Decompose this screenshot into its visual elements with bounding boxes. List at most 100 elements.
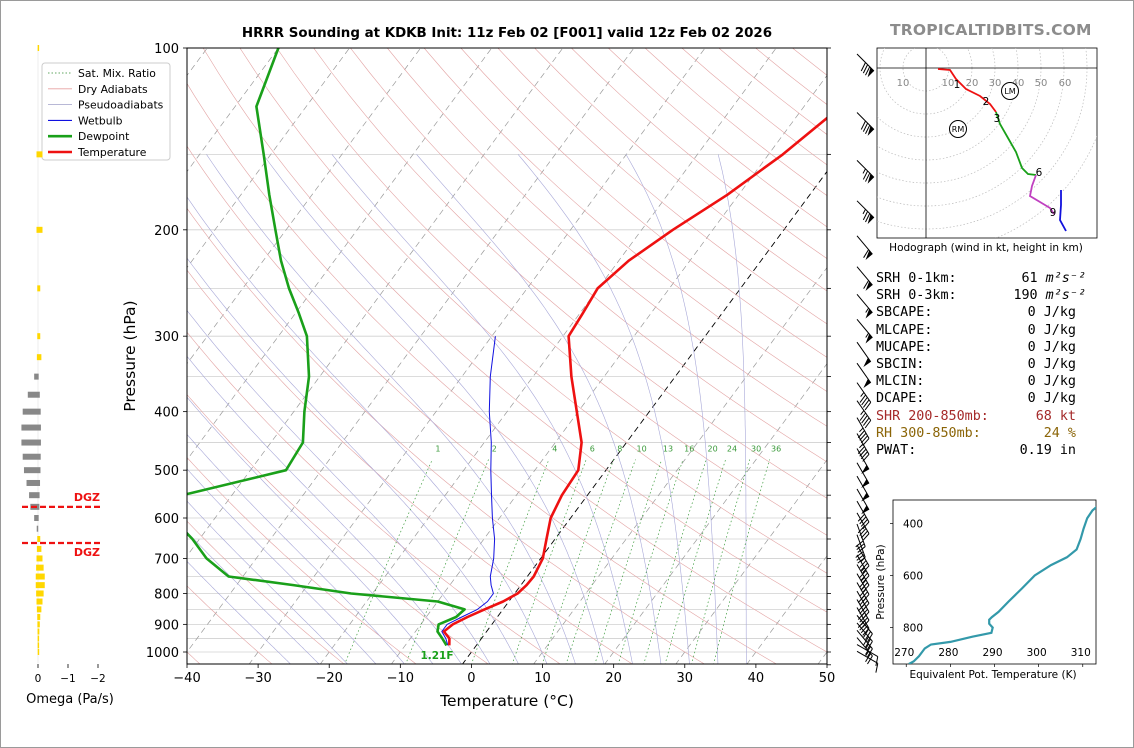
profile-wetbulb	[441, 336, 496, 646]
mixing-ratio-line	[344, 459, 433, 664]
hodograph-height-label: 6	[1036, 167, 1043, 179]
stat-number: 190	[1013, 288, 1038, 304]
hodograph-trace	[995, 111, 1037, 176]
pseudoadiabat	[187, 355, 462, 664]
hodograph-ring-label: 10	[897, 78, 910, 89]
omega-bar	[37, 621, 40, 628]
wind-barb	[856, 200, 875, 225]
barb-staff	[856, 235, 873, 255]
theta-x-label: Equivalent Pot. Temperature (K)	[909, 669, 1076, 681]
omega-bar	[23, 467, 41, 474]
stat-label: DCAPE:	[876, 391, 925, 407]
stat-row: MLCIN: 0 J/kg	[876, 374, 1096, 391]
barb-full	[859, 394, 867, 403]
barb-full	[862, 211, 869, 221]
stat-label: SRH 0-1km:	[876, 271, 957, 286]
pseudoadiabat	[187, 500, 348, 664]
stat-label: MLCAPE:	[876, 322, 933, 338]
stat-label: MLCIN:	[876, 374, 925, 390]
omega-bar	[29, 492, 40, 499]
barb-half	[860, 410, 865, 415]
dry-adiabat	[460, 48, 827, 358]
barb-full	[862, 521, 870, 530]
theta-e-plot	[908, 505, 1096, 664]
hodograph-ring-label: 30	[989, 78, 1002, 89]
brand-watermark: TROPICALTIDBITS.COM	[890, 21, 1092, 39]
hodograph-ring-label: 40	[1012, 78, 1025, 89]
legend-label: Pseudoadiabats	[78, 99, 164, 112]
theta-e-line	[908, 505, 1096, 664]
stat-unit: m²s⁻²	[1037, 288, 1086, 304]
stat-row: SRH 0-3km: 190 m²s⁻²	[876, 288, 1096, 305]
dry-adiabat	[187, 585, 273, 664]
omega-bar	[37, 535, 41, 542]
omega-bar	[35, 573, 45, 580]
hodograph-height-label: 1	[954, 79, 961, 91]
y-tick-label: 600	[154, 512, 179, 527]
barb-staff	[856, 534, 866, 558]
stat-row: MLCAPE: 0 J/kg	[876, 323, 1096, 340]
isotherm-line	[187, 48, 421, 365]
barb-half	[859, 443, 864, 449]
dry-adiabat	[239, 48, 827, 574]
barb-full	[861, 415, 868, 424]
barb-pennant	[863, 378, 871, 388]
barb-full	[865, 125, 871, 134]
hodograph-height-label: 3	[994, 113, 1001, 125]
stat-number: 0 J/kg	[1027, 374, 1076, 390]
stat-row: SHR 200-850mb: 68 kt	[876, 409, 1096, 426]
stat-row: DCAPE: 0 J/kg	[876, 391, 1096, 408]
barb-staff	[856, 512, 870, 534]
x-tick-label: 10	[534, 671, 551, 686]
omega-bar	[36, 590, 44, 597]
omega-bar	[37, 333, 41, 340]
barb-half	[859, 427, 864, 433]
omega-tick-label: 0	[35, 673, 42, 685]
barb-staff	[856, 622, 873, 642]
dry-adiabat	[187, 457, 417, 664]
mixing-ratio-label: 36	[771, 445, 781, 454]
omega-bar	[22, 453, 41, 460]
x-tick-label: −30	[244, 671, 271, 686]
x-tick-label: 20	[605, 671, 622, 686]
barb-full	[863, 280, 869, 289]
y-tick-label: 500	[154, 464, 179, 479]
wind-barb	[856, 462, 870, 489]
wind-barb	[856, 512, 870, 542]
pseudoadiabat	[187, 396, 434, 664]
pseudoadiabat	[206, 154, 576, 664]
mixing-ratio-label: 10	[637, 445, 647, 454]
omega-bar	[36, 354, 42, 361]
barb-full	[862, 399, 870, 408]
hodograph-trace	[1028, 174, 1055, 215]
y-tick-label: 900	[154, 618, 179, 633]
barb-pennant	[865, 333, 873, 344]
omega-bar	[37, 45, 40, 51]
barb-staff	[856, 582, 870, 604]
barb-half	[860, 392, 865, 397]
pseudoadiabat	[187, 434, 405, 664]
barb-pennant	[863, 357, 871, 368]
mixing-ratio-label: 24	[727, 445, 737, 454]
wind-barb	[856, 266, 873, 291]
barb-full	[860, 530, 868, 539]
mixing-ratio-line	[565, 459, 636, 664]
barb-pennant	[861, 464, 869, 474]
sounding-stats: SRH 0-1km: 61 m²s⁻² SRH 0-3km: 190 m²s⁻² SBC…	[876, 271, 1096, 460]
wind-barb	[856, 362, 872, 388]
barb-full	[856, 543, 865, 551]
isotherm-line	[187, 48, 564, 557]
wind-barb	[856, 294, 873, 319]
skew-t-background-lines	[187, 48, 827, 664]
dry-adiabat	[187, 207, 705, 664]
y-tick-label: 400	[154, 406, 179, 421]
omega-bar	[27, 391, 40, 398]
theta-x-tick-label: 290	[982, 647, 1002, 659]
barb-full	[865, 66, 871, 76]
barb-staff	[856, 488, 870, 511]
stat-row: SRH 0-1km: 61 m²s⁻²	[876, 271, 1096, 288]
barb-full	[857, 620, 865, 628]
wind-barb	[856, 448, 870, 474]
barb-half	[862, 168, 866, 174]
